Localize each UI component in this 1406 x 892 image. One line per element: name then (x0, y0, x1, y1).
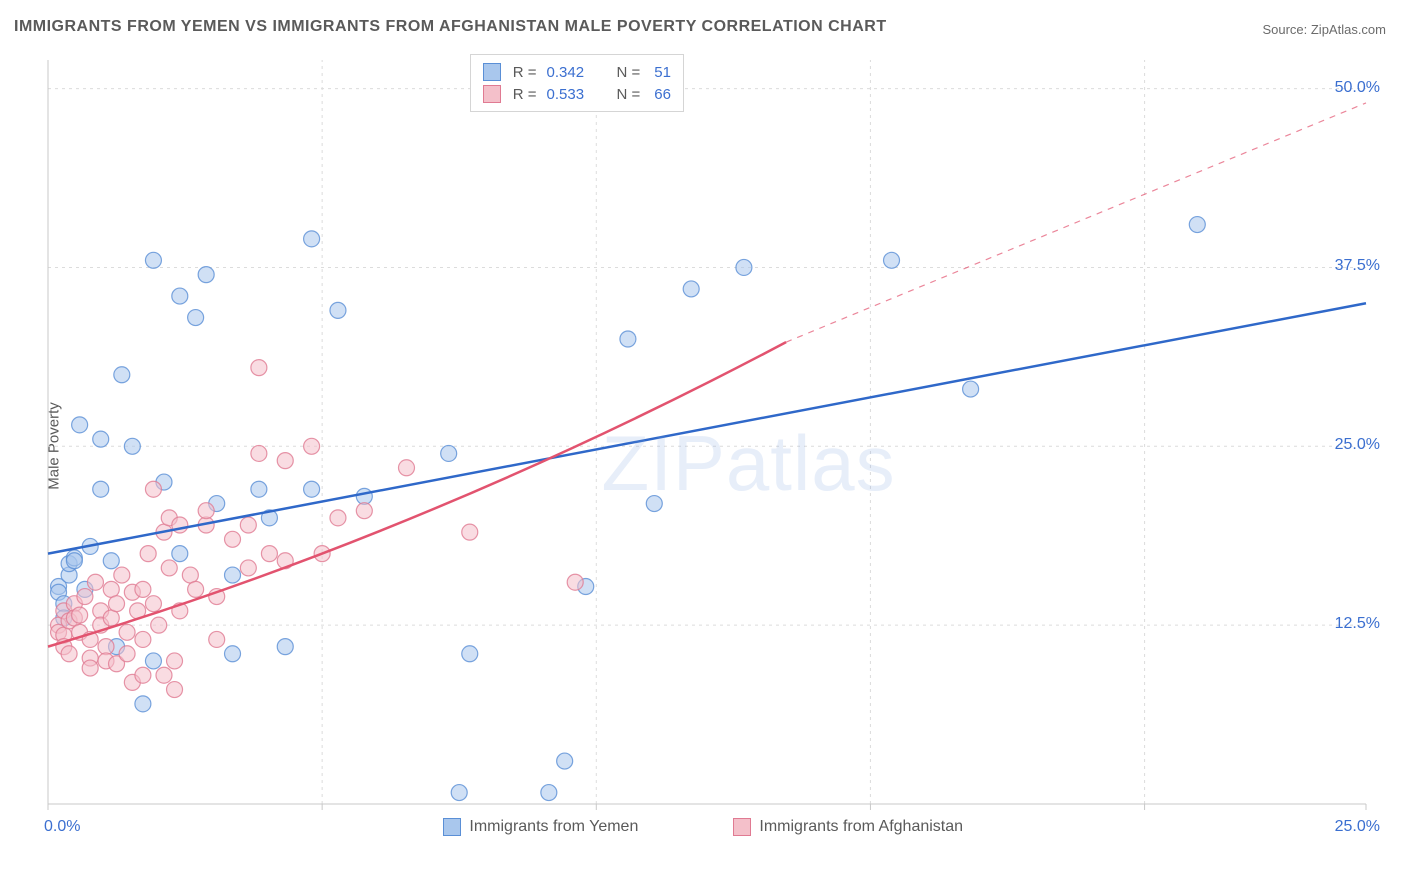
r-value: 0.533 (547, 86, 601, 103)
source-prefix: Source: (1262, 22, 1310, 37)
n-label: N = (617, 64, 641, 81)
axis-tick-label: 50.0% (1335, 79, 1380, 97)
series-name: Immigrants from Yemen (469, 818, 638, 836)
series-legend-item: Immigrants from Yemen (443, 818, 638, 836)
n-label: N = (617, 86, 641, 103)
axis-tick-label: 37.5% (1335, 257, 1380, 275)
n-value: 51 (654, 64, 671, 81)
legend-swatch (443, 818, 461, 836)
correlation-legend: R = 0.342 N = 51 R = 0.533 N = 66 (470, 54, 684, 112)
legend-swatch (733, 818, 751, 836)
axis-tick-label: 0.0% (44, 818, 80, 836)
correlation-legend-row: R = 0.533 N = 66 (483, 83, 671, 105)
chart-title: IMMIGRANTS FROM YEMEN VS IMMIGRANTS FROM… (14, 18, 887, 36)
source-attribution: Source: ZipAtlas.com (1262, 22, 1386, 37)
legend-swatch (483, 63, 501, 81)
n-value: 66 (654, 86, 671, 103)
series-legend-item: Immigrants from Afghanistan (733, 818, 963, 836)
series-name: Immigrants from Afghanistan (759, 818, 963, 836)
axis-tick-label: 12.5% (1335, 615, 1380, 633)
r-value: 0.342 (547, 64, 601, 81)
chart-canvas (46, 52, 1386, 840)
axis-tick-label: 25.0% (1335, 436, 1380, 454)
axis-tick-label: 25.0% (1335, 818, 1380, 836)
source-name: ZipAtlas.com (1311, 22, 1386, 37)
scatter-plot: ZIPatlas R =0.342N =51R =0.533N =66 (46, 52, 1386, 840)
legend-swatch (483, 85, 501, 103)
r-label: R = (513, 64, 537, 81)
r-label: R = (513, 86, 537, 103)
correlation-legend-row: R = 0.342 N = 51 (483, 61, 671, 83)
